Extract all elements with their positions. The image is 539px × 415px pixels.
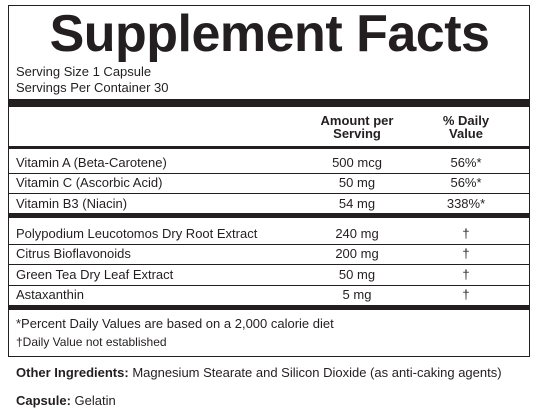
label-border: [8, 5, 530, 357]
row-divider: [8, 284, 530, 286]
header-amount: Serving: [333, 126, 381, 141]
nutrient-name: Citrus Bioflavonoids: [16, 246, 131, 262]
divider: [8, 99, 530, 107]
capsule-label: Capsule:: [16, 393, 71, 408]
nutrient-dv: 338%*: [446, 195, 486, 211]
nutrient-name: Vitamin C (Ascorbic Acid): [16, 175, 163, 191]
header-dv: Value: [449, 126, 483, 141]
nutrient-name: Astaxanthin: [16, 286, 84, 302]
other-label: Other Ingredients:: [16, 365, 129, 380]
nutrient-dv: †: [462, 286, 470, 302]
divider: [8, 146, 530, 149]
capsule-text: Gelatin: [74, 393, 116, 408]
row-divider: [8, 173, 530, 174]
nutrient-amount: 54 mg: [338, 195, 376, 211]
servings-per-container: Servings Per Container 30: [16, 80, 169, 95]
nutrient-name: Vitamin B3 (Niacin): [16, 195, 128, 211]
nutrient-name: Vitamin A (Beta-Carotene): [16, 155, 167, 170]
nutrient-amount: 5 mg: [342, 286, 372, 302]
title: Supplement Facts: [49, 5, 490, 63]
nutrient-amount: 500 mcg: [332, 155, 382, 170]
nutrient-dv: 56%*: [450, 175, 482, 191]
nutrient-name: Green Tea Dry Leaf Extract: [16, 266, 174, 282]
nutrient-dv: †: [462, 226, 470, 241]
row-divider: [8, 193, 530, 195]
other-ingredients: Other Ingredients: Magnesium Stearate an…: [16, 366, 531, 379]
footnote: *Percent Daily Values are based on a 2,0…: [16, 316, 334, 331]
nutrient-dv: 56%*: [450, 155, 482, 170]
nutrient-dv: †: [462, 266, 470, 282]
row-divider: [8, 264, 530, 266]
capsule: Capsule: Gelatin: [16, 393, 116, 408]
nutrient-amount: 50 mg: [338, 175, 376, 191]
nutrient-amount: 200 mg: [335, 246, 379, 262]
nutrient-amount: 50 mg: [338, 266, 376, 282]
header-dv: % Daily: [442, 113, 490, 128]
nutrient-name: Polypodium Leucotomos Dry Root Extract: [16, 226, 258, 241]
footnote: †Daily Value not established: [16, 335, 167, 349]
divider: [8, 213, 530, 218]
nutrient-dv: †: [462, 246, 470, 262]
other-text: Magnesium Stearate and Silicon Dioxide (…: [132, 365, 502, 380]
divider: [8, 305, 530, 310]
row-divider: [8, 244, 530, 245]
nutrient-amount: 240 mg: [335, 226, 379, 241]
header-amount: Amount per: [320, 113, 394, 128]
serving-size: Serving Size 1 Capsule: [16, 64, 152, 79]
